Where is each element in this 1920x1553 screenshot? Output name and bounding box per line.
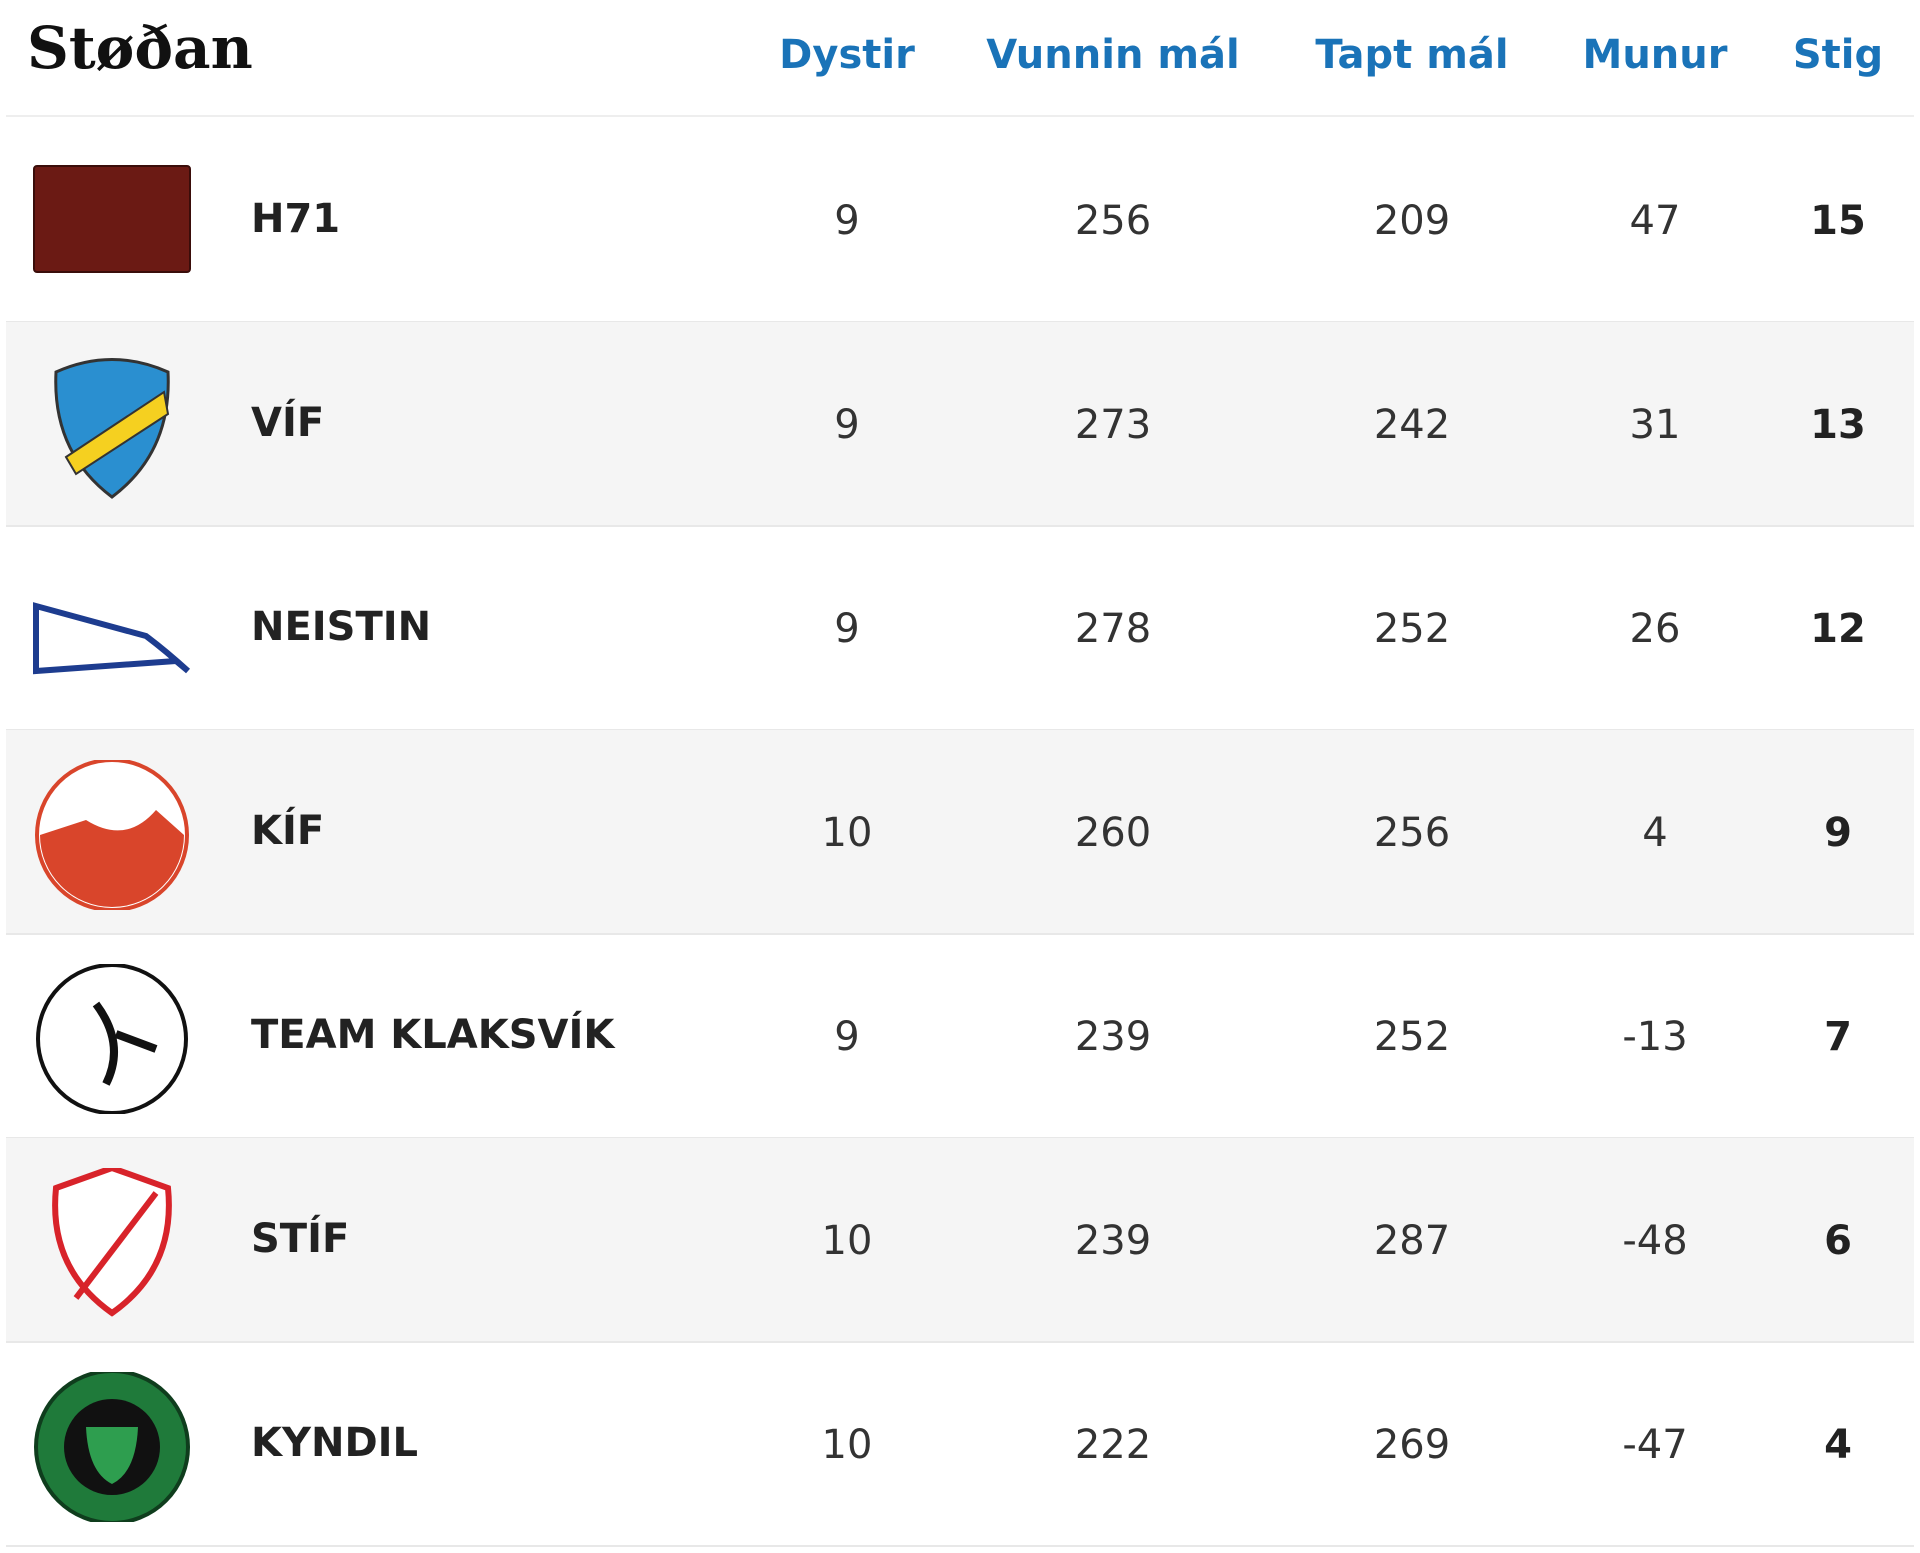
stat-cell: 287	[1373, 1218, 1451, 1264]
table-row: H71 9 256 209 47 15	[6, 118, 1914, 323]
team-logo	[33, 602, 191, 675]
stat-cell: 252	[1373, 1014, 1451, 1060]
stat-cell: 260	[1074, 810, 1152, 856]
team-name: VÍF	[251, 400, 325, 446]
stat-cell: 269	[1373, 1422, 1451, 1468]
stat-cell: 278	[1074, 606, 1152, 652]
table-row: KYNDIL 10 222 269 -47 4	[6, 1342, 1914, 1547]
stat-cell: 26	[1629, 606, 1681, 652]
team-logo	[52, 1168, 172, 1317]
team-logo	[36, 964, 188, 1114]
team-logo	[34, 1372, 190, 1522]
stat-cell: 31	[1629, 402, 1681, 448]
team-logo	[54, 358, 170, 499]
column-header: Tapt mál	[1315, 32, 1509, 78]
stat-cell: 13	[1810, 402, 1866, 448]
stat-cell: 9	[834, 606, 860, 652]
team-name: H71	[251, 196, 341, 242]
stat-cell: 7	[1824, 1014, 1852, 1060]
stat-cell: -48	[1622, 1218, 1688, 1264]
stat-cell: 10	[821, 1422, 873, 1468]
column-header: Munur	[1582, 32, 1728, 78]
column-header: Dystir	[779, 32, 915, 78]
team-name: TEAM KLAKSVÍK	[251, 1012, 615, 1058]
header-divider	[6, 115, 1914, 117]
team-logo	[35, 760, 189, 910]
stat-cell: 222	[1074, 1422, 1152, 1468]
stat-cell: 9	[834, 198, 860, 244]
table-row: NEISTIN 9 278 252 26 12	[6, 526, 1914, 731]
stat-cell: 4	[1642, 810, 1668, 856]
stat-cell: 10	[821, 810, 873, 856]
table-row: STÍF 10 239 287 -48 6	[6, 1138, 1914, 1343]
stat-cell: 4	[1824, 1422, 1852, 1468]
stat-cell: 9	[1824, 810, 1852, 856]
stat-cell: 9	[834, 1014, 860, 1060]
stat-cell: 15	[1810, 198, 1866, 244]
table-row: VÍF 9 273 242 31 13	[6, 322, 1914, 527]
stat-cell: 12	[1810, 606, 1866, 652]
stat-cell: 273	[1074, 402, 1152, 448]
team-name: KÍF	[251, 808, 325, 854]
stat-cell: 242	[1373, 402, 1451, 448]
team-logo	[33, 165, 191, 273]
team-name: NEISTIN	[251, 604, 432, 650]
stat-cell: -13	[1622, 1014, 1688, 1060]
stat-cell: 209	[1373, 198, 1451, 244]
stat-cell: 10	[821, 1218, 873, 1264]
stat-cell: 9	[834, 402, 860, 448]
team-name: STÍF	[251, 1216, 350, 1262]
stat-cell: 256	[1074, 198, 1152, 244]
stat-cell: 239	[1074, 1014, 1152, 1060]
stat-cell: 6	[1824, 1218, 1852, 1264]
table-row: TEAM KLAKSVÍK 9 239 252 -13 7	[6, 934, 1914, 1139]
stat-cell: 256	[1373, 810, 1451, 856]
stat-cell: -47	[1622, 1422, 1688, 1468]
stat-cell: 252	[1373, 606, 1451, 652]
stat-cell: 47	[1629, 198, 1681, 244]
table-row: KÍF 10 260 256 4 9	[6, 730, 1914, 935]
team-name: KYNDIL	[251, 1420, 419, 1466]
column-header: Stig	[1792, 32, 1884, 78]
page-title: Støðan	[27, 14, 253, 82]
stat-cell: 239	[1074, 1218, 1152, 1264]
column-header: Vunnin mál	[986, 32, 1240, 78]
